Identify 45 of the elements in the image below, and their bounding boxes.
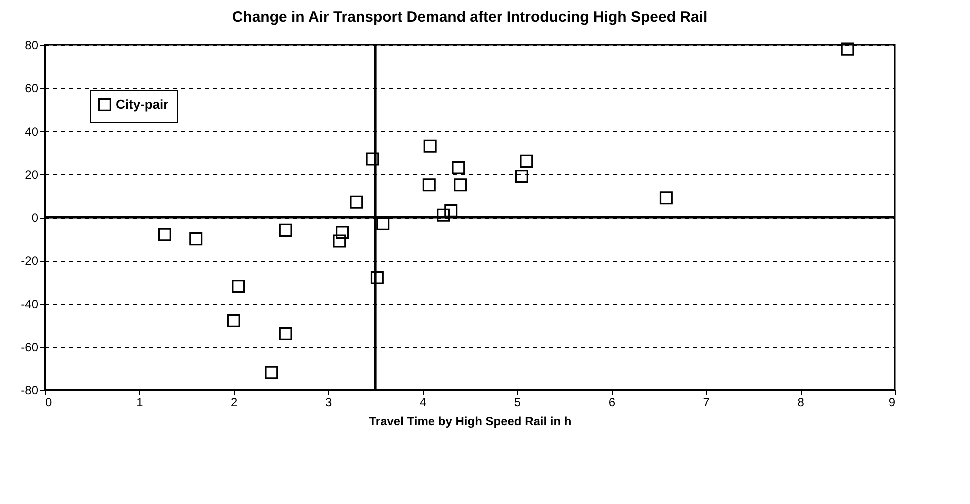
x-tick-label: 3 [325, 396, 332, 410]
y-tick-label: 80 [25, 38, 39, 52]
x-tick-label: 9 [888, 396, 896, 410]
x-tick-label: 1 [136, 396, 144, 410]
point [158, 228, 172, 242]
y-tick-label: -80 [21, 384, 39, 398]
point [444, 204, 458, 218]
point [279, 224, 292, 237]
y-tick-label: 20 [25, 168, 39, 182]
point [452, 161, 466, 174]
y-tick-label: -60 [21, 340, 39, 354]
point [232, 280, 246, 293]
point [227, 314, 240, 328]
point [520, 154, 534, 168]
point [841, 42, 854, 56]
x-tick-label: 2 [231, 396, 238, 410]
y-tick-label: -40 [21, 297, 39, 312]
point [279, 327, 292, 340]
point [265, 366, 278, 380]
x-tick-label: 6 [608, 396, 616, 410]
point [376, 217, 390, 230]
y-tick-label: 40 [25, 124, 39, 139]
point [333, 234, 346, 248]
x-tick-label: 7 [703, 396, 710, 410]
x-tick-label: 5 [514, 396, 522, 410]
point [454, 178, 468, 192]
point [366, 152, 380, 166]
y-tick-label: -20 [21, 254, 39, 268]
chart-title: Change in Air Transport Demand after Introducing High Speed Rail [232, 9, 708, 26]
x-tick-label: 8 [798, 396, 805, 410]
x-tick-label: 4 [420, 396, 427, 410]
x-tick-label: 0 [46, 396, 52, 410]
point [190, 232, 203, 246]
y-tick-label: 0 [32, 211, 39, 225]
point [350, 196, 364, 209]
point [424, 140, 437, 153]
y-tick-label: 60 [25, 82, 39, 96]
point [422, 178, 436, 192]
point [437, 208, 450, 222]
point [370, 271, 384, 284]
x-axis-title: Travel Time by High Speed Rail in h [369, 414, 572, 428]
point [336, 226, 349, 240]
point [660, 192, 673, 205]
point [515, 170, 528, 184]
legend-label: City-pair [116, 97, 169, 112]
